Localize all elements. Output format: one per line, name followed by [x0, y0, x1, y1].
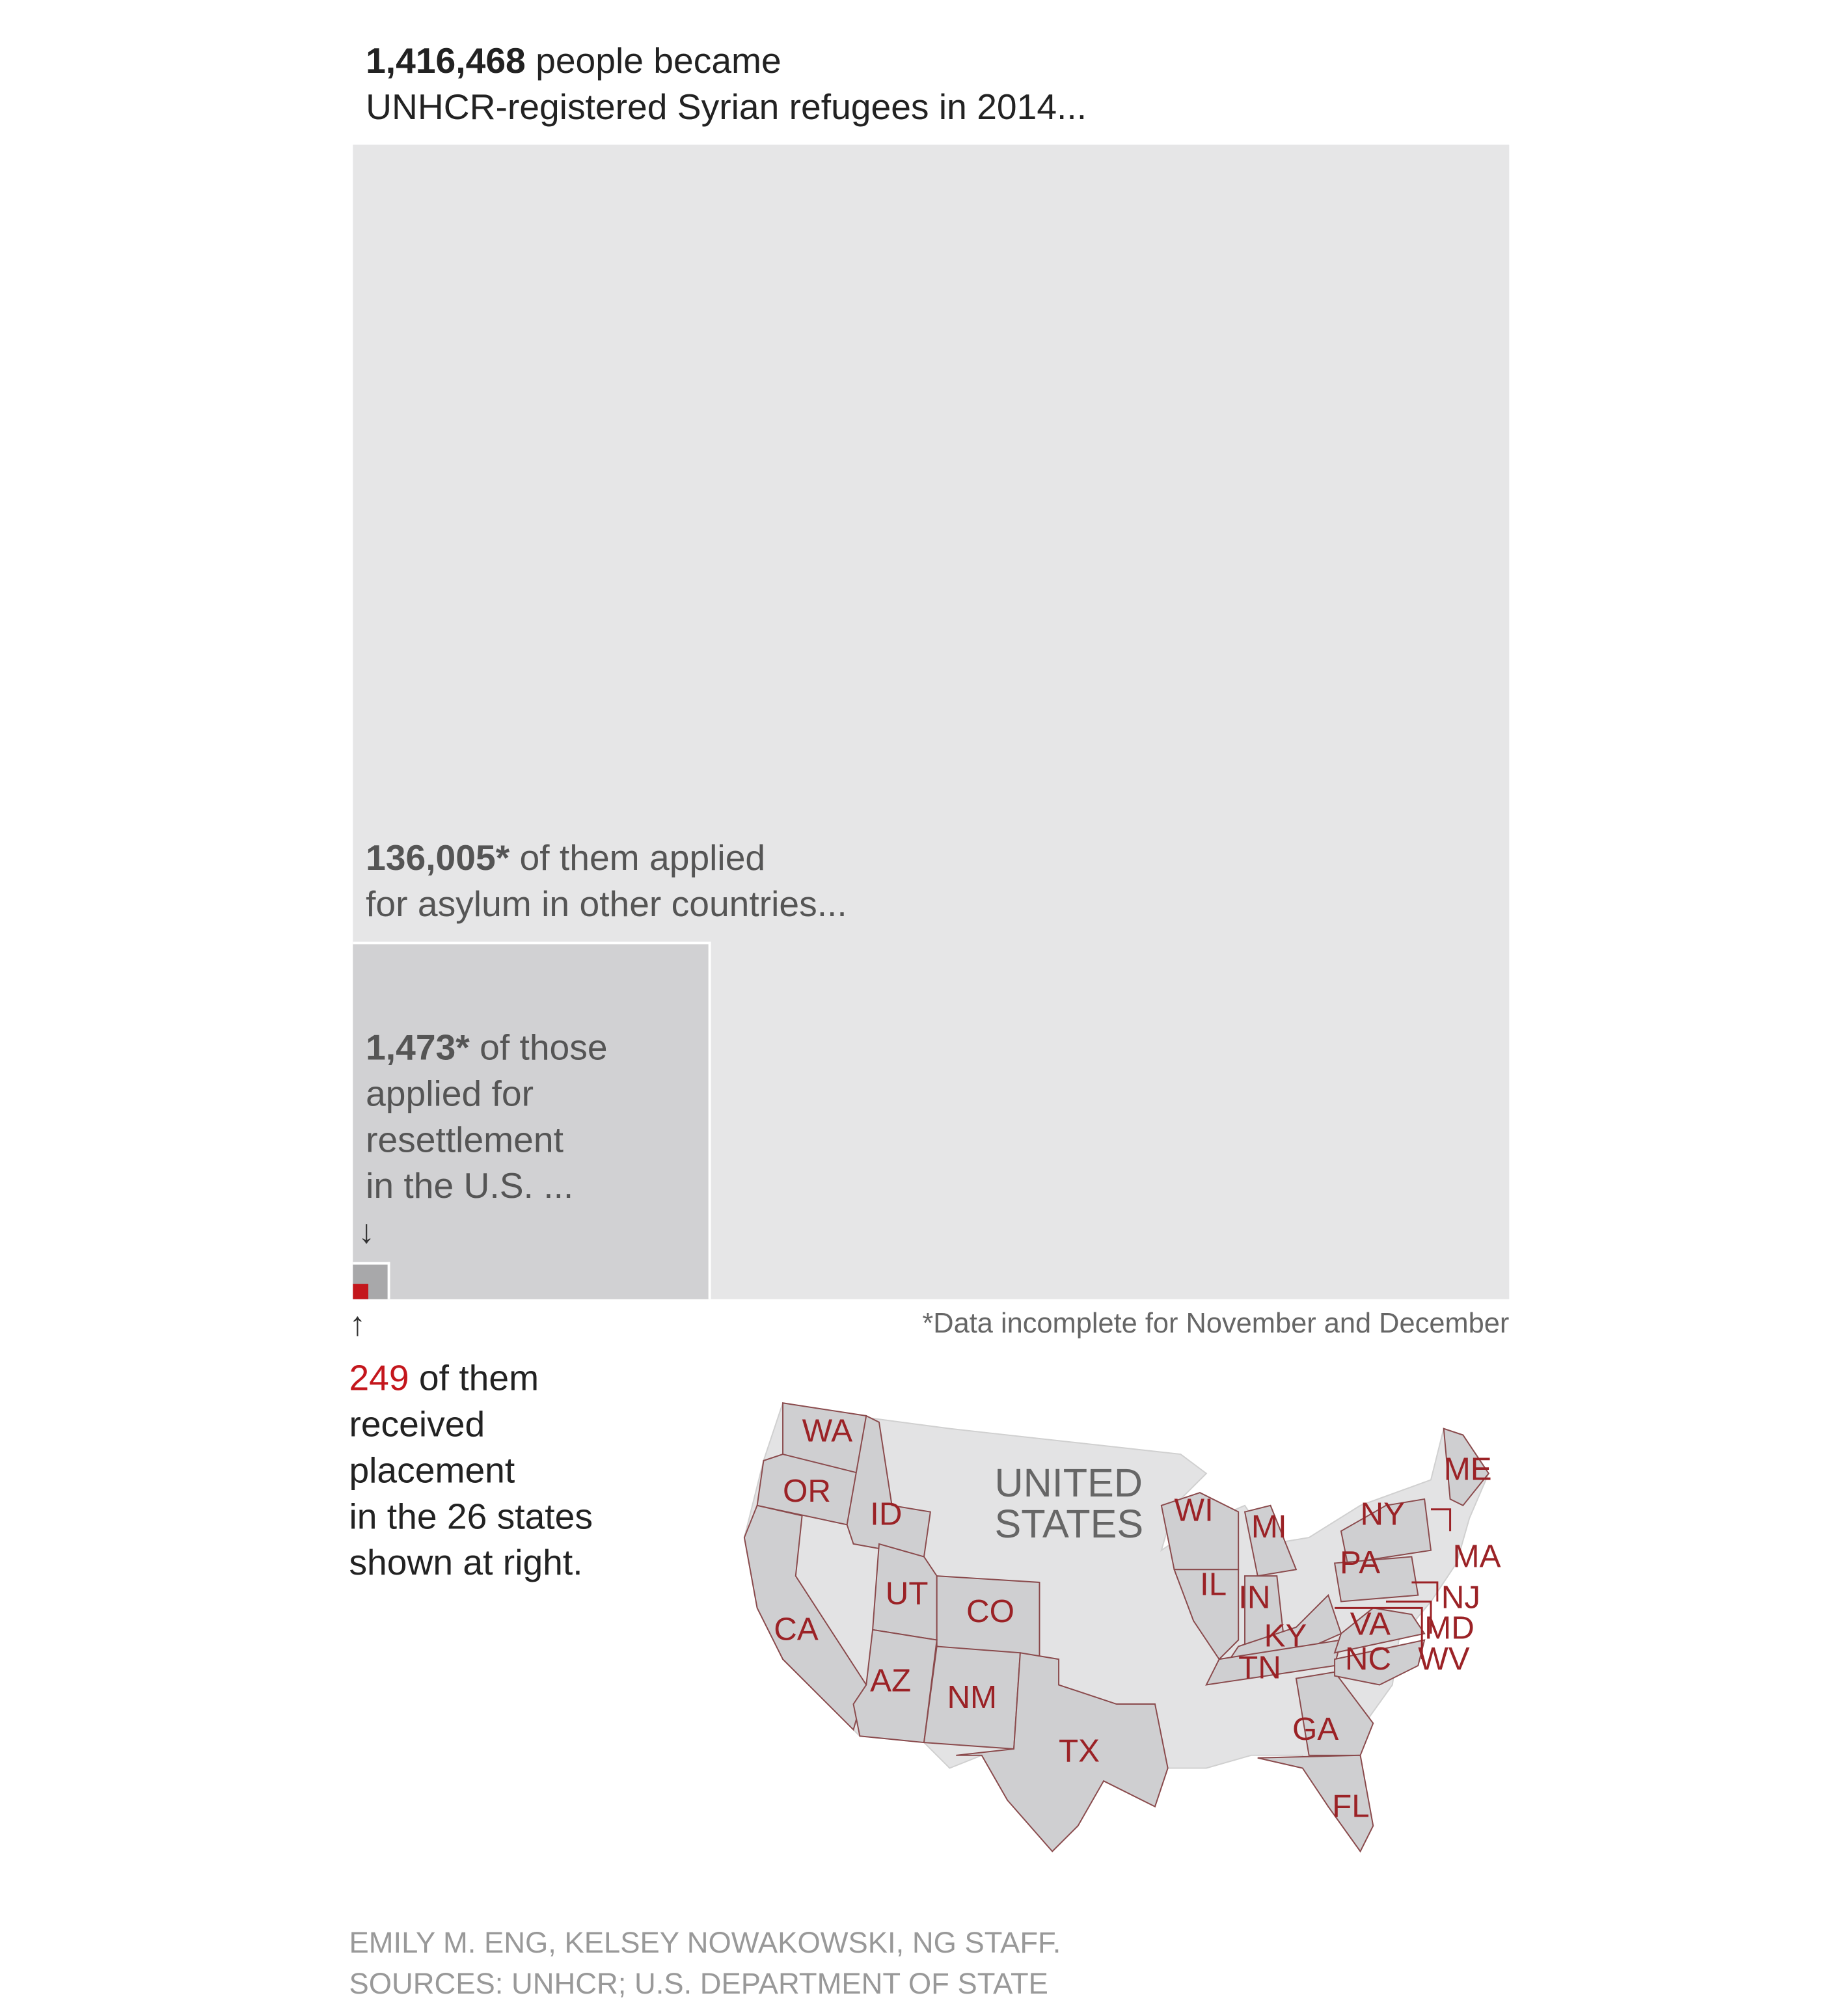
resettlement-line2: applied for: [366, 1074, 534, 1114]
credits: EMILY M. ENG, KELSEY NOWAKOWSKI, NG STAF…: [349, 1922, 1061, 2004]
asylum-square: [353, 941, 711, 1299]
state-ny: [1340, 1498, 1432, 1564]
leader-md: [1385, 1601, 1432, 1634]
state-il: [1173, 1569, 1240, 1660]
placement-line5: shown at right.: [349, 1542, 583, 1582]
state-label-az: AZ: [870, 1662, 911, 1698]
state-label-wv: WV: [1418, 1641, 1470, 1677]
state-label-il: IL: [1200, 1567, 1227, 1603]
asylum-text: of them applied: [510, 837, 766, 878]
placement-number: 249: [349, 1358, 409, 1398]
headline: 1,416,468 people became UNHCR-registered…: [366, 38, 1087, 131]
state-az: [852, 1629, 938, 1744]
asylum-line2: for asylum in other countries...: [366, 884, 847, 924]
state-id: [846, 1415, 931, 1558]
us-map: UNITED STATES WA OR ID CA UT CO AZ NM TX WI IL MI IN…: [743, 1402, 1501, 1853]
state-me: [1443, 1428, 1489, 1507]
resettlement-line3: resettlement: [366, 1120, 564, 1160]
state-label-in: IN: [1238, 1579, 1270, 1615]
placement-square: [353, 1284, 368, 1299]
placement-label: 249 of them received placement in the 26…: [349, 1355, 593, 1586]
state-label-or: OR: [783, 1473, 831, 1509]
resettlement-number: 1,473*: [366, 1027, 470, 1068]
credit-line: EMILY M. ENG, KELSEY NOWAKOWSKI, NG STAF…: [349, 1925, 1061, 1959]
state-label-co: CO: [966, 1593, 1014, 1629]
state-fl: [1257, 1754, 1374, 1853]
state-ca: [743, 1504, 867, 1731]
state-va: [1333, 1607, 1426, 1654]
state-label-nc: NC: [1345, 1641, 1391, 1677]
state-label-md: MD: [1424, 1610, 1474, 1646]
down-arrow-icon: ↓: [358, 1212, 375, 1251]
state-label-pa: PA: [1340, 1545, 1380, 1580]
state-label-nj: NJ: [1441, 1579, 1480, 1615]
state-ga: [1295, 1671, 1374, 1756]
state-label-nm: NM: [947, 1679, 997, 1715]
state-label-wa: WA: [802, 1413, 853, 1448]
state-label-ny: NY: [1361, 1496, 1405, 1532]
resettlement-label: 1,473* of those applied for resettlement…: [366, 1025, 608, 1210]
state-tx: [956, 1652, 1169, 1852]
state-label-tn: TN: [1238, 1650, 1281, 1686]
leader-ma: [1431, 1508, 1452, 1532]
country-label-2: STATES: [994, 1502, 1143, 1546]
state-mi: [1243, 1504, 1298, 1577]
leader-nj: [1411, 1581, 1439, 1602]
state-label-id: ID: [870, 1496, 902, 1532]
state-label-fl: FL: [1332, 1788, 1370, 1824]
placement-text: of them: [409, 1358, 539, 1398]
resettlement-line4: in the U.S. ...: [366, 1165, 574, 1206]
state-nc: [1334, 1639, 1426, 1686]
state-label-ma: MA: [1453, 1538, 1501, 1574]
country-label-1: UNITED: [994, 1461, 1143, 1505]
resettlement-square: [353, 1262, 390, 1299]
state-label-ut: UT: [886, 1575, 929, 1611]
state-label-ky: KY: [1264, 1618, 1307, 1653]
headline-line2: UNHCR-registered Syrian refugees in 2014…: [366, 87, 1087, 127]
resettlement-text: of those: [469, 1027, 608, 1068]
footnote: *Data incomplete for November and Decemb…: [922, 1307, 1510, 1339]
state-label-ga: GA: [1292, 1711, 1338, 1747]
state-label-wi: WI: [1175, 1492, 1214, 1528]
headline-text: people became: [525, 41, 781, 81]
state-label-tx: TX: [1059, 1733, 1100, 1769]
placement-line3: placement: [349, 1450, 515, 1491]
state-label-ca: CA: [774, 1612, 819, 1647]
state-label-va: VA: [1350, 1606, 1391, 1642]
placement-line4: in the 26 states: [349, 1496, 593, 1537]
state-wi: [1160, 1492, 1240, 1571]
placement-line2: received: [349, 1404, 485, 1444]
state-pa: [1333, 1556, 1419, 1603]
sources-line: SOURCES: UNHCR; U.S. DEPARTMENT OF STATE: [349, 1966, 1048, 2000]
leader-wv: [1335, 1606, 1423, 1660]
asylum-label: 136,005* of them applied for asylum in o…: [366, 835, 847, 928]
up-arrow-icon: ↑: [349, 1304, 366, 1343]
state-label-me: ME: [1444, 1451, 1492, 1487]
total-number: 1,416,468: [366, 41, 526, 81]
asylum-number: 136,005*: [366, 837, 510, 878]
state-label-mi: MI: [1251, 1509, 1287, 1545]
